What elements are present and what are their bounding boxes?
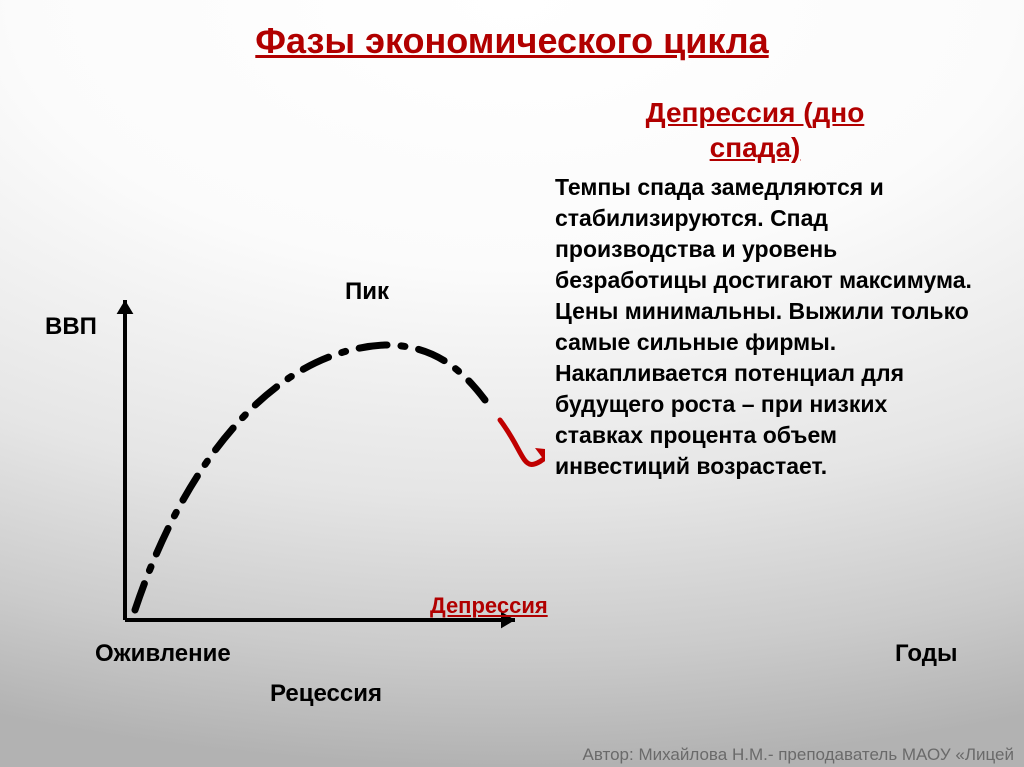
subtitle-line2: спада) [710, 132, 801, 163]
recession-label: Рецессия [270, 680, 382, 708]
years-label: Годы [895, 640, 957, 668]
slide-title: Фазы экономического цикла [0, 20, 1024, 62]
author-footer: Автор: Михайлова Н.М.- преподаватель МАО… [583, 745, 1015, 765]
title-text: Фазы экономического цикла [255, 20, 768, 61]
depression-label: Депрессия [430, 593, 548, 619]
description-text: Темпы спада замедляются и стабилизируютс… [555, 172, 975, 482]
revival-label: Оживление [95, 640, 231, 668]
y-axis-label: ВВП [45, 313, 97, 341]
subtitle: Депрессия (дно спада) [545, 95, 965, 165]
peak-label: Пик [345, 278, 389, 306]
subtitle-line1: Депрессия (дно [646, 97, 865, 128]
